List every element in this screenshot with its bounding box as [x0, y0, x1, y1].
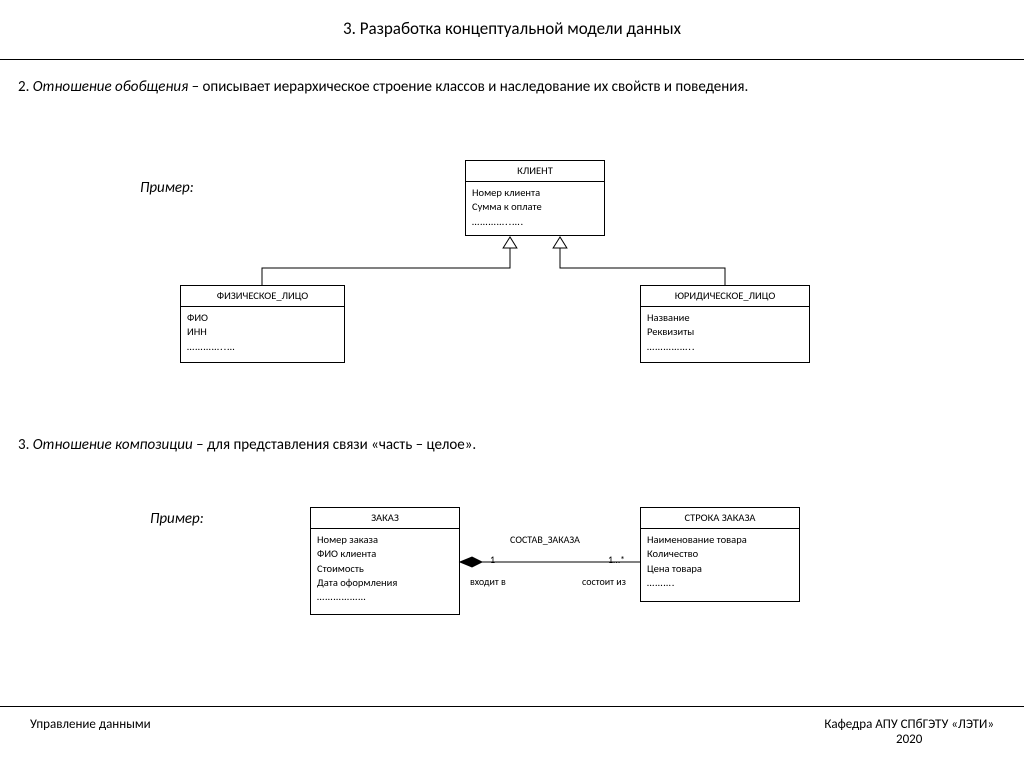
uml-class-attrs: Название Реквизиты …………….. [641, 307, 809, 360]
footer-right-top: Кафедра АПУ СПбГЭТУ «ЛЭТИ» [824, 717, 994, 732]
uml-class-name: ЗАКАЗ [311, 508, 459, 529]
uml-class-attrs: ФИО ИНН …………..… [181, 307, 344, 360]
uml-attr: Цена товара [647, 562, 793, 576]
uml-attr-ellipsis: …………..… [187, 340, 338, 354]
uml-class-order: ЗАКАЗ Номер заказа ФИО клиента Стоимость… [310, 507, 460, 615]
section3-number: 3. [18, 436, 29, 454]
uml-attr: Стоимость [317, 562, 453, 576]
footer-right-bottom: 2020 [824, 732, 994, 747]
example-label-1: Пример: [140, 179, 194, 197]
uml-attr: Сумма к оплате [472, 200, 598, 214]
uml-attr: Дата оформления [317, 576, 453, 590]
left-multiplicity: 1 [490, 553, 495, 566]
uml-class-name: КЛИЕНТ [466, 161, 604, 182]
uml-class-attrs: Наименование товара Количество Цена това… [641, 529, 799, 596]
example-label-2: Пример: [150, 510, 204, 528]
right-multiplicity: 1…* [608, 553, 625, 566]
uml-class-name: СТРОКА ЗАКАЗА [641, 508, 799, 529]
uml-attr: ФИО [187, 311, 338, 325]
section3-definition: – для представления связи «часть – целое… [196, 436, 476, 454]
uml-class-name: ЮРИДИЧЕСКОЕ_ЛИЦО [641, 286, 809, 307]
uml-attr-ellipsis: …………….. [647, 340, 803, 354]
footer: Управление данными Кафедра АПУ СПбГЭТУ «… [0, 706, 1024, 767]
section2-number: 2. [18, 78, 29, 96]
section2-term: Отношение обобщения [33, 78, 188, 96]
uml-attr: Номер клиента [472, 186, 598, 200]
section3-text: 3. Отношение композиции – для представле… [18, 418, 1006, 458]
uml-attr: Количество [647, 547, 793, 561]
uml-class-orderline: СТРОКА ЗАКАЗА Наименование товара Количе… [640, 507, 800, 602]
left-role: входит в [470, 575, 506, 588]
uml-class-person: ФИЗИЧЕСКОЕ_ЛИЦО ФИО ИНН …………..… [180, 285, 345, 363]
right-role: состоит из [582, 575, 626, 588]
section2-text: 2. Отношение обобщения – описывает иерар… [18, 60, 1006, 100]
uml-class-attrs: Номер заказа ФИО клиента Стоимость Дата … [311, 529, 459, 610]
content-area: 2. Отношение обобщения – описывает иерар… [0, 60, 1024, 100]
uml-attr: Наименование товара [647, 533, 793, 547]
uml-class-legal: ЮРИДИЧЕСКОЕ_ЛИЦО Название Реквизиты …………… [640, 285, 810, 363]
uml-attr: Номер заказа [317, 533, 453, 547]
page-title: 3. Разработка концептуальной модели данн… [0, 0, 1024, 49]
uml-attr-ellipsis: ………. [647, 576, 793, 590]
uml-attr-ellipsis: ……………… [317, 590, 453, 604]
association-name: СОСТАВ_ЗАКАЗА [510, 533, 580, 546]
section2-definition: – описывает иерархическое строение класс… [192, 78, 749, 96]
section3-term: Отношение композиции [33, 436, 193, 454]
uml-attr: Реквизиты [647, 325, 803, 339]
footer-left: Управление данными [30, 717, 151, 747]
uml-attr: Название [647, 311, 803, 325]
uml-class-client: КЛИЕНТ Номер клиента Сумма к оплате …………… [465, 160, 605, 236]
connectors-svg [0, 0, 1024, 767]
uml-attr: ФИО клиента [317, 547, 453, 561]
uml-class-attrs: Номер клиента Сумма к оплате …………..…. [466, 182, 604, 235]
uml-attr: ИНН [187, 325, 338, 339]
uml-attr-ellipsis: …………..…. [472, 215, 598, 229]
uml-class-name: ФИЗИЧЕСКОЕ_ЛИЦО [181, 286, 344, 307]
